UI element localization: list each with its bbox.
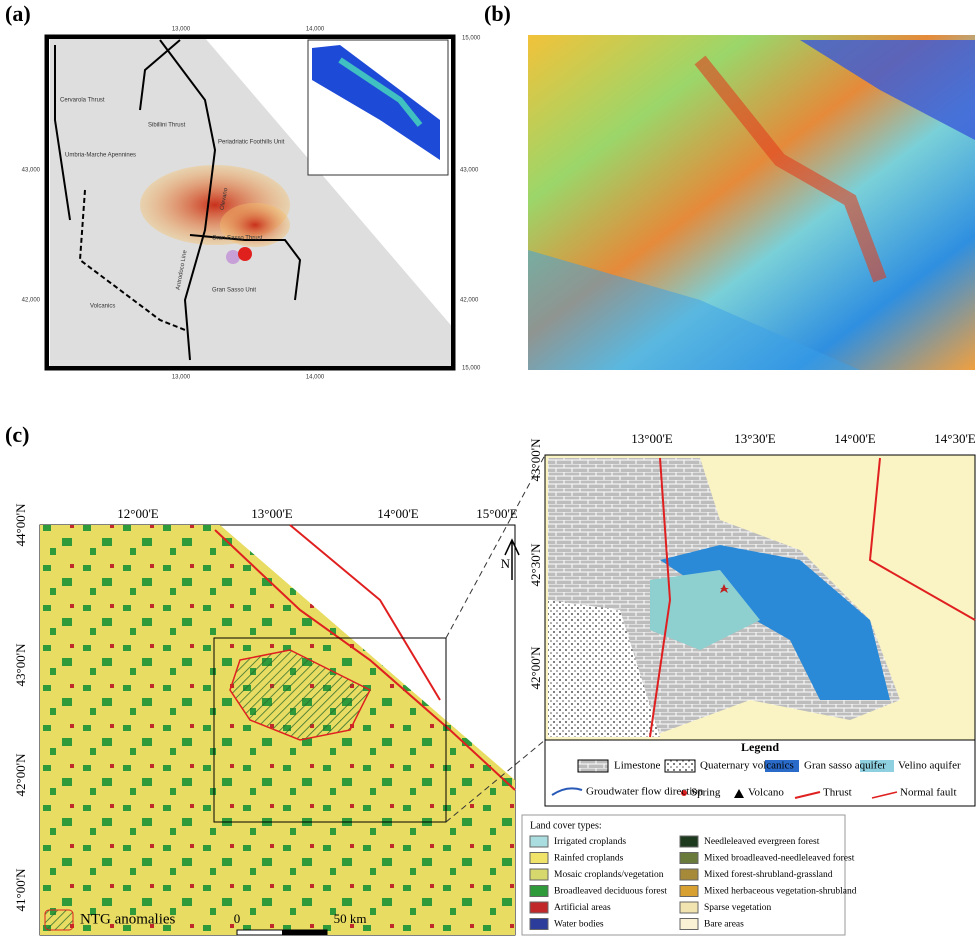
- panel-label: (b): [484, 1, 511, 26]
- panel-b-surface: [528, 35, 975, 370]
- legend-swatch: [680, 853, 698, 864]
- legend-label: Bare areas: [704, 920, 744, 930]
- map-label: Cervarola Thrust: [60, 98, 105, 104]
- legend-swatch: [680, 902, 698, 913]
- legend-label: Rainfed croplands: [554, 853, 624, 864]
- legend-label: Needleleaved evergreen forest: [704, 836, 820, 847]
- legend-title: Legend: [741, 740, 779, 754]
- legend-label: Normal fault: [900, 787, 957, 799]
- legend-swatch: [530, 886, 548, 897]
- tick-label: 14°00'E: [834, 431, 876, 446]
- legend-label: Limestone: [614, 760, 661, 772]
- tick-label: 43°00'N: [13, 643, 28, 687]
- legend-label: Water bodies: [554, 920, 604, 930]
- tick-label: 15°00'E: [476, 506, 518, 521]
- tick-label: 15,000: [462, 366, 481, 372]
- legend-swatch: [530, 836, 548, 847]
- tick-label: 14,000: [306, 27, 325, 33]
- tick-label: 13°30'E: [734, 431, 776, 446]
- legend-label: Mixed herbaceous vegetation-shrubland: [704, 887, 857, 897]
- tick-label: 43°00'N: [528, 438, 543, 482]
- tick-label: 42,000: [460, 298, 479, 304]
- legend-swatch: [530, 869, 548, 880]
- map-label: Sibillini Thrust: [148, 123, 186, 129]
- panel-a-map: [45, 35, 455, 370]
- legend-label: Mixed forest-shrubland-grassland: [704, 869, 833, 880]
- map-label: Volcanics: [90, 304, 115, 310]
- legend-label: Spring: [691, 787, 721, 799]
- legend-label: Irrigated croplands: [554, 837, 626, 847]
- legend-swatch: [680, 869, 698, 880]
- tick-label: 14°00'E: [377, 506, 419, 521]
- legend-label: Groudwater flow direction: [586, 786, 704, 798]
- legend-swatch: [530, 902, 548, 913]
- panel-label: (c): [5, 422, 29, 447]
- tick-label: 13°00'E: [251, 506, 293, 521]
- map-label: Umbria-Marche Apennines: [65, 153, 136, 159]
- legend-swatch: [530, 919, 548, 930]
- legend-swatch: [680, 836, 698, 847]
- legend-label: Quaternary volcanics: [700, 760, 794, 772]
- scale-label: 0: [234, 911, 241, 926]
- legend-label: Gran sasso aquifer: [804, 760, 886, 772]
- tick-label: 14,000: [306, 375, 325, 381]
- tick-label: 14°30'E: [934, 431, 976, 446]
- land-cover-legend: Irrigated croplands Rainfed croplands Mosa…: [522, 815, 857, 935]
- legend-label: Artificial areas: [554, 902, 611, 913]
- legend-label: Volcano: [748, 787, 784, 799]
- legend-swatch: [680, 886, 698, 897]
- tick-label: 43,000: [22, 168, 41, 174]
- panel-c-main-map: [40, 455, 545, 935]
- legend-label: Broadleaved deciduous forest: [554, 886, 667, 897]
- panel-label: (a): [5, 1, 31, 26]
- tick-label: 15,000: [462, 36, 481, 42]
- north-arrow-label: N: [501, 556, 511, 571]
- map-label: Gran Sasso Unit: [212, 288, 256, 294]
- tick-label: 13°00'E: [631, 431, 673, 446]
- legend-label: Velino aquifer: [898, 760, 961, 772]
- legend-label: NTG anomalies: [80, 911, 176, 927]
- legend-label: Thrust: [823, 787, 852, 799]
- tick-label: 42,000: [22, 298, 41, 304]
- legend-label: Mosaic croplands/vegetation: [554, 870, 664, 880]
- legend-swatch: [530, 853, 548, 864]
- legend-label: Mixed broadleaved-needleleaved forest: [704, 853, 855, 864]
- tick-label: 42°00'N: [13, 753, 28, 797]
- tick-label: 44°00'N: [13, 503, 28, 547]
- tick-label: 13,000: [172, 27, 191, 33]
- panel-c-inset-map: [545, 455, 975, 740]
- tick-label: 43,000: [460, 168, 479, 174]
- tick-label: 12°00'E: [117, 506, 159, 521]
- legend-title: Land cover types:: [530, 820, 602, 831]
- tick-label: 41°00'N: [13, 868, 28, 912]
- figure: (a) 13,000 14,000 15,000 13,000 14,000 1…: [0, 0, 979, 939]
- tick-label: 13,000: [172, 375, 191, 381]
- map-label: Gran Sasso Thrust: [212, 236, 263, 242]
- legend-swatch: [680, 919, 698, 930]
- map-label: Periadriatic Foothills Unit: [218, 140, 285, 146]
- tick-label: 42°00'N: [528, 646, 543, 690]
- legend-label: Sparse vegetation: [704, 903, 772, 913]
- scale-label: 50 km: [334, 911, 367, 926]
- tick-label: 42°30'N: [528, 543, 543, 587]
